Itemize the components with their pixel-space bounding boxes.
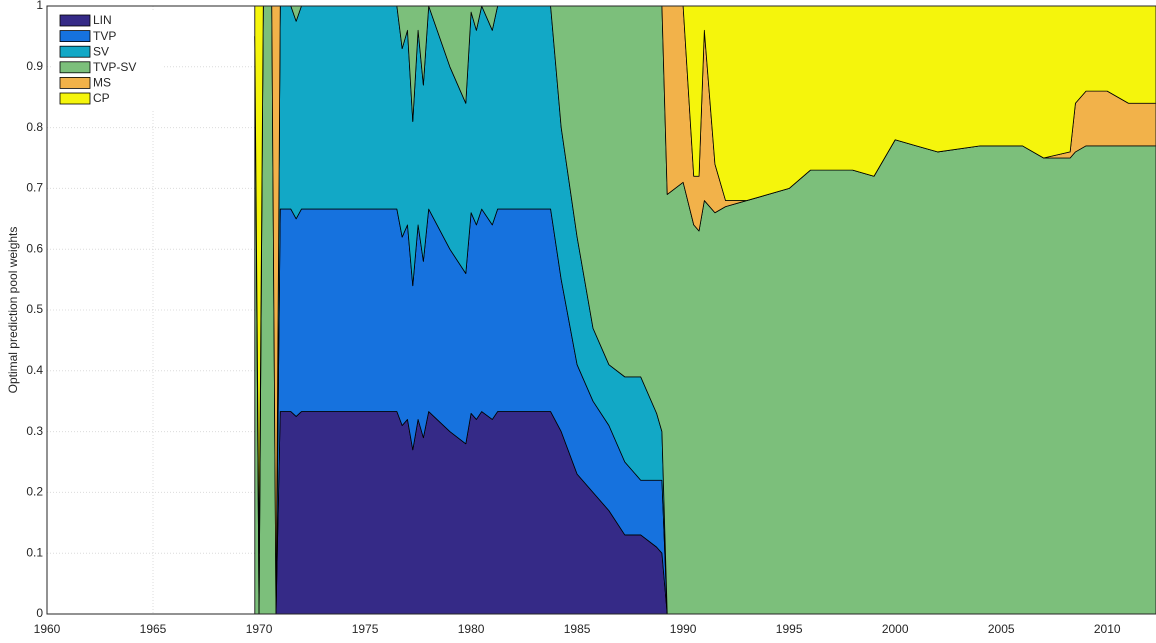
x-tick-label: 1990	[670, 622, 697, 636]
legend-box	[51, 10, 163, 110]
legend-label: TVP	[93, 29, 116, 43]
legend-swatch	[59, 14, 91, 27]
y-tick-label: 0.2	[26, 485, 43, 499]
x-tick-label: 1975	[352, 622, 379, 636]
y-tick-label: 0.3	[26, 424, 43, 438]
x-tick-label: 1995	[776, 622, 803, 636]
legend-swatch	[59, 77, 91, 89]
legend-label: SV	[93, 44, 109, 58]
y-tick-label: 0.1	[26, 545, 43, 559]
y-axis-label: Optimal prediction pool weights	[6, 227, 20, 394]
x-tick-label: 2000	[882, 622, 909, 636]
legend-swatch	[59, 30, 91, 43]
y-tick-label: 1	[36, 0, 43, 12]
x-tick-label: 2010	[1094, 622, 1121, 636]
x-tick-label: 1965	[140, 622, 167, 636]
axes-box	[46, 5, 1156, 615]
y-tick-label: 0.7	[26, 181, 43, 195]
legend-label: LIN	[93, 13, 112, 27]
legend-swatch	[59, 61, 91, 74]
legend-label: MS	[93, 76, 111, 90]
legend-label: TVP-SV	[93, 60, 136, 74]
y-tick-label: 0	[36, 606, 43, 620]
x-tick-label: 1985	[564, 622, 591, 636]
x-tick-label: 1980	[458, 622, 485, 636]
y-tick-label: 0.5	[26, 302, 43, 316]
y-tick-label: 0.6	[26, 241, 43, 255]
legend-label: CP	[93, 91, 110, 105]
y-tick-label: 0.9	[26, 59, 43, 73]
y-tick-label: 0.8	[26, 120, 43, 134]
x-tick-label: 2005	[988, 622, 1015, 636]
x-tick-label: 1970	[246, 622, 273, 636]
legend-swatch	[59, 92, 91, 105]
y-tick-label: 0.4	[26, 363, 43, 377]
x-tick-label: 1960	[34, 622, 61, 636]
legend-swatch	[59, 45, 91, 58]
